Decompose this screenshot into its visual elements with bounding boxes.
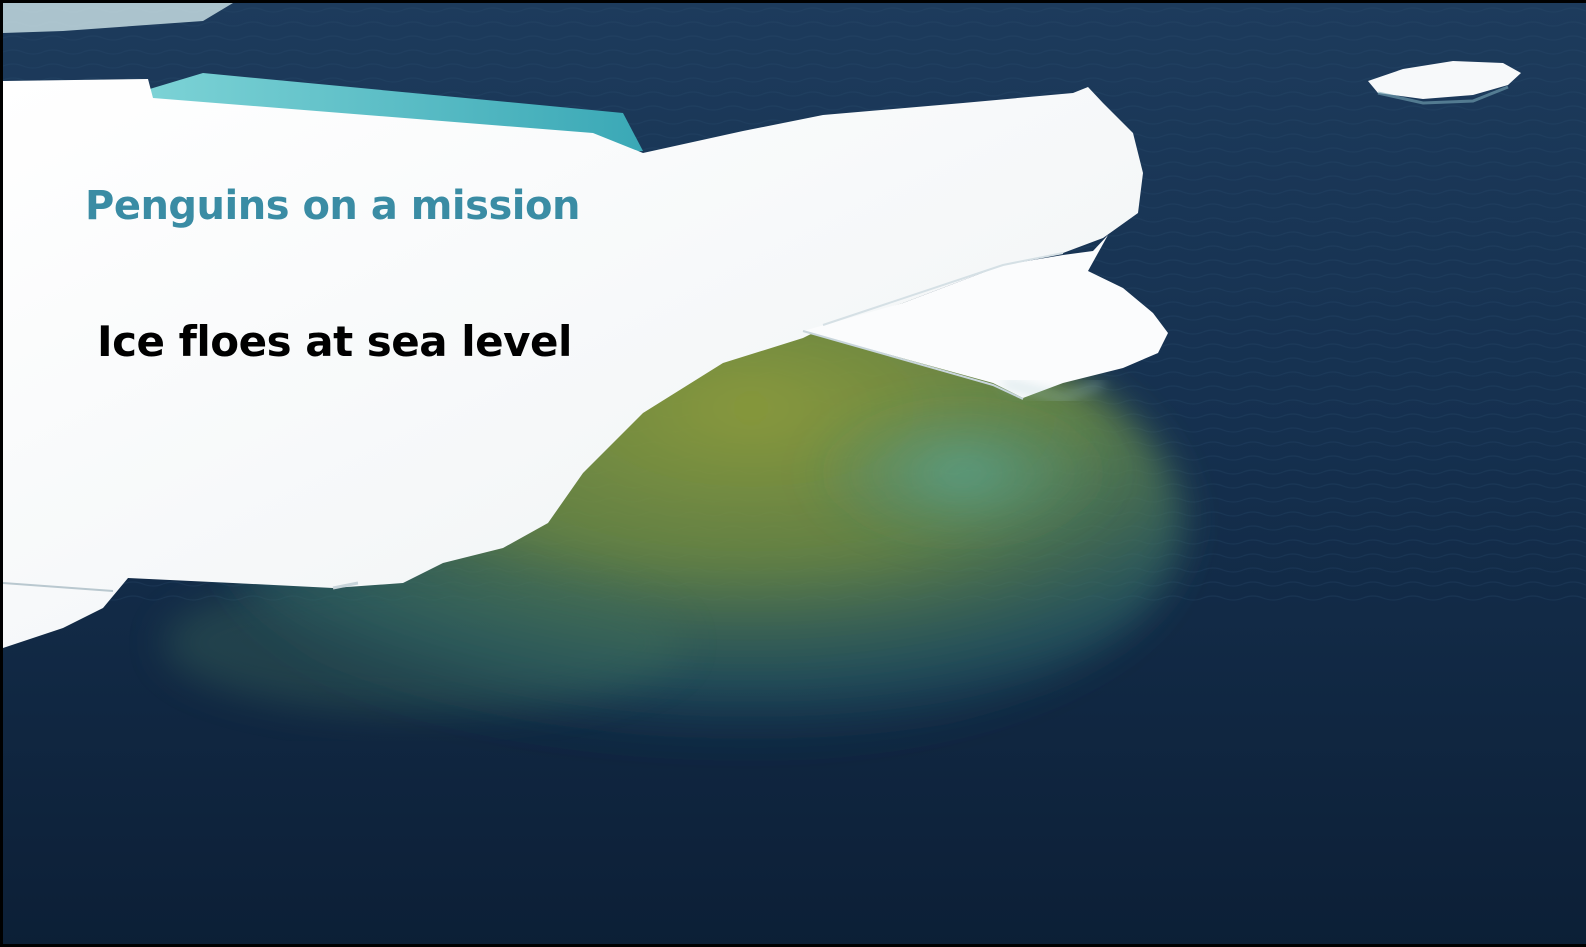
slide-subtitle: Penguins on a mission <box>85 183 580 229</box>
ice-floe-photo <box>3 3 1586 944</box>
slide-caption: Ice floes at sea level <box>97 317 572 366</box>
